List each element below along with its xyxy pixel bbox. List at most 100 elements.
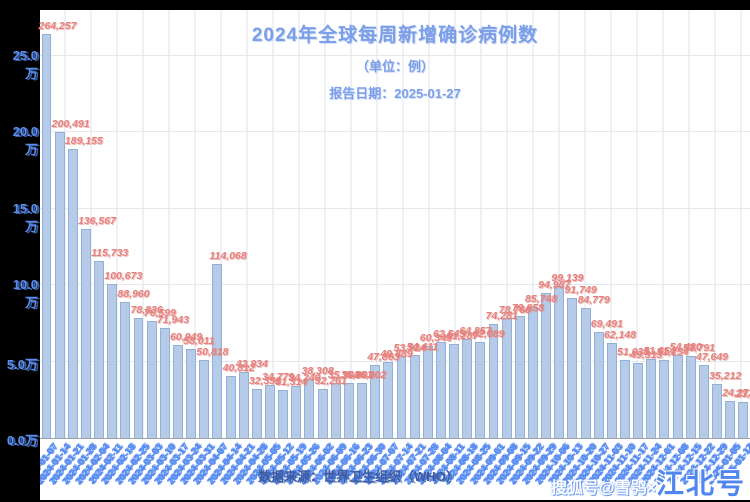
bar <box>422 345 433 438</box>
bar-value-label: 79,858 <box>511 301 544 314</box>
bar <box>67 148 78 438</box>
bar-value-label: 50,818 <box>196 346 229 359</box>
bar-value-label: 34,779 <box>262 370 295 383</box>
bar <box>199 360 210 438</box>
bar-value-label: 23,265 <box>735 388 750 401</box>
bar-value-label: 24,272 <box>722 386 750 399</box>
bar-value-label: 61,287 <box>446 330 479 343</box>
bar-value-label: 74,281 <box>485 310 518 323</box>
bar-value-label: 38,308 <box>301 365 334 378</box>
bar <box>514 315 525 438</box>
y-axis-tick-label: 15.0万 <box>12 200 38 234</box>
gridline <box>40 131 750 133</box>
bar-value-label: 32,356 <box>248 374 281 387</box>
bar-value-label: 62,889 <box>472 327 505 340</box>
bar-value-label: 85,748 <box>524 292 558 305</box>
bar-value-label: 49,313 <box>630 348 663 361</box>
bar-value-label: 35,904 <box>327 369 360 382</box>
bar-value-label: 54,480 <box>669 340 702 353</box>
bar <box>527 306 538 438</box>
bar <box>225 375 236 438</box>
bar-value-label: 53,924 <box>393 341 426 354</box>
bar-value-label: 47,649 <box>695 351 729 364</box>
bar <box>278 390 289 438</box>
bar <box>357 382 367 438</box>
bar-value-label: 32,261 <box>314 374 347 387</box>
bar <box>672 354 683 438</box>
bar <box>343 383 354 438</box>
gridline <box>40 54 750 56</box>
bar <box>396 355 407 438</box>
bar <box>265 384 275 438</box>
report-date: 报告日期：2025-01-27 <box>329 86 461 101</box>
bar-value-label: 69,491 <box>590 317 623 330</box>
bar <box>738 402 749 438</box>
bar-value-label: 200,491 <box>51 117 90 130</box>
bar <box>554 286 565 438</box>
bar-value-label: 42,934 <box>235 358 268 371</box>
bar-value-label: 115,733 <box>91 247 129 260</box>
plot-area: 2024年全球每周新增确诊病例数 （单位：例） 报告日期：2025-01-27 … <box>39 10 750 439</box>
bar-value-label: 58,011 <box>183 335 215 348</box>
bar-value-label: 94,987 <box>538 278 571 291</box>
bar <box>383 361 394 438</box>
bar <box>685 355 696 438</box>
bar <box>449 344 460 438</box>
bar-value-label: 114,068 <box>209 249 247 262</box>
bar <box>107 284 118 438</box>
bar <box>370 364 381 438</box>
bar <box>725 400 736 438</box>
bar-value-label: 49,889 <box>380 347 413 360</box>
bar-value-label: 78,760 <box>498 303 531 316</box>
bar-value-label: 51,654 <box>643 345 676 358</box>
bar <box>541 292 552 438</box>
gridline <box>40 284 750 286</box>
bar <box>291 385 302 438</box>
y-axis-tick-label: 0.0万 <box>6 433 38 448</box>
bar-value-label: 35,212 <box>709 370 742 383</box>
bar-value-label: 99,139 <box>551 272 584 285</box>
bar-value-label: 62,545 <box>432 328 466 341</box>
watermark: 搜狐号@雪鸮× 江北号 <box>551 462 746 502</box>
bar <box>41 34 52 438</box>
bar <box>567 297 578 438</box>
bar-value-label: 53,791 <box>682 341 715 354</box>
bar-value-label: 100,673 <box>104 270 143 283</box>
bar <box>146 320 157 438</box>
bar <box>646 359 657 438</box>
bar <box>712 384 722 438</box>
bar <box>633 362 644 438</box>
bar-value-label: 54,411 <box>406 340 438 353</box>
bar-value-label: 136,567 <box>77 215 116 228</box>
bar <box>488 324 499 438</box>
title-block: 2024年全球每周新增确诊病例数 （单位：例） 报告日期：2025-01-27 <box>40 20 750 102</box>
bar <box>593 331 604 438</box>
bar-value-label: 31,314 <box>275 376 308 389</box>
bar <box>238 372 249 438</box>
bar <box>501 317 512 438</box>
bar <box>133 317 144 438</box>
bar <box>330 383 341 438</box>
bar-value-label: 91,749 <box>564 283 597 296</box>
bar-value-label: 60,343 <box>419 331 452 344</box>
y-axis-tick-label: 25.0万 <box>12 47 38 81</box>
bar <box>94 261 105 438</box>
bar <box>80 229 91 438</box>
bar-value-label: 189,155 <box>64 134 103 147</box>
bar-value-label: 78,836 <box>130 303 163 316</box>
bar-value-label: 88,960 <box>117 288 150 301</box>
bar <box>435 342 446 438</box>
bar <box>304 379 315 438</box>
bar-value-label: 47,863 <box>367 350 400 363</box>
bar <box>159 328 170 438</box>
bar-value-label: 35,803 <box>340 369 374 382</box>
bar <box>251 388 262 438</box>
bar <box>580 308 591 438</box>
bar-value-label: 76,599 <box>143 306 176 319</box>
chart-subtitle: （单位：例） <box>355 59 434 74</box>
bar-value-label: 40,812 <box>222 361 255 374</box>
bar <box>120 302 131 438</box>
bar <box>212 263 223 438</box>
bar-value-label: 62,148 <box>603 329 636 342</box>
